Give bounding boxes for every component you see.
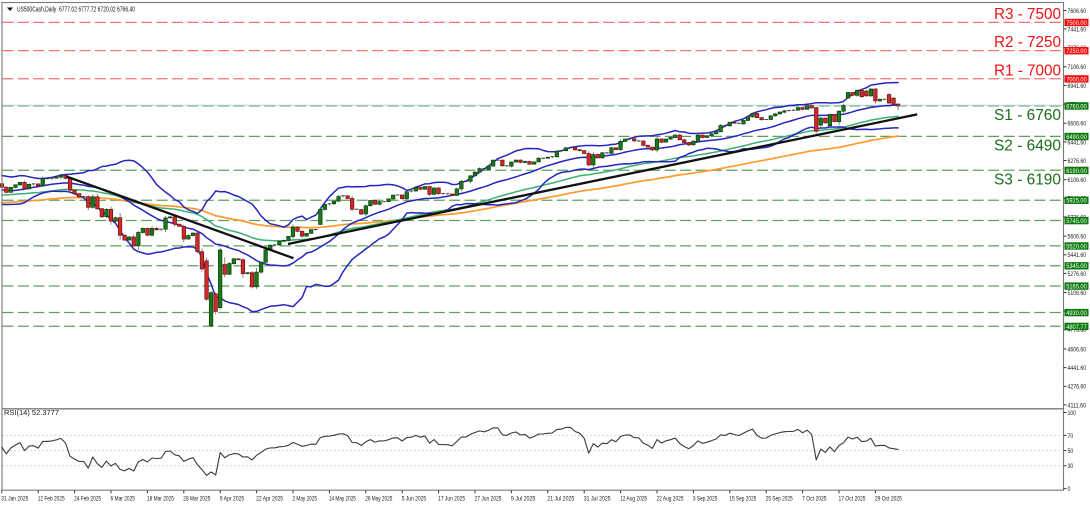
svg-text:0: 0 <box>1068 486 1071 493</box>
svg-text:7250.00: 7250.00 <box>1066 48 1087 55</box>
svg-text:7 Oct 2025: 7 Oct 2025 <box>802 496 827 503</box>
svg-text:4930.00: 4930.00 <box>1066 310 1087 317</box>
svg-text:6490.00: 6490.00 <box>1066 134 1087 141</box>
svg-text:22 Aug 2025: 22 Aug 2025 <box>657 496 684 503</box>
svg-text:RSI(14) 52.3777: RSI(14) 52.3777 <box>4 410 59 417</box>
svg-text:4807.77: 4807.77 <box>1066 324 1087 331</box>
svg-text:18 Mar 2025: 18 Mar 2025 <box>147 496 174 503</box>
svg-text:5345.00: 5345.00 <box>1066 263 1087 270</box>
svg-text:6 Mar 2025: 6 Mar 2025 <box>111 496 136 503</box>
svg-text:6106.60: 6106.60 <box>1068 177 1087 184</box>
svg-text:R1 - 7000: R1 - 7000 <box>994 62 1061 79</box>
svg-text:25 Sep 2025: 25 Sep 2025 <box>766 496 793 503</box>
svg-text:S1 - 6760: S1 - 6760 <box>994 107 1061 124</box>
svg-text:100: 100 <box>1068 410 1077 417</box>
svg-text:15 Sep 2025: 15 Sep 2025 <box>729 496 756 503</box>
svg-text:14 May 2025: 14 May 2025 <box>329 496 356 503</box>
svg-text:30: 30 <box>1068 463 1074 470</box>
svg-text:6190.00: 6190.00 <box>1066 168 1087 175</box>
svg-text:7000.00: 7000.00 <box>1066 76 1087 83</box>
svg-text:17 Oct 2025: 17 Oct 2025 <box>839 496 866 503</box>
svg-text:7500.00: 7500.00 <box>1066 20 1087 27</box>
svg-text:5106.60: 5106.60 <box>1068 290 1087 297</box>
svg-text:5925.00: 5925.00 <box>1066 198 1087 205</box>
svg-text:4111.60: 4111.60 <box>1068 402 1087 409</box>
svg-text:6606.60: 6606.60 <box>1068 121 1087 128</box>
svg-text:6760.00: 6760.00 <box>1066 103 1087 110</box>
svg-text:9 Jul 2025: 9 Jul 2025 <box>511 496 536 503</box>
svg-text:US500Cash,Daily 6777.02 6777.: US500Cash,Daily 6777.02 6777.72 6720.02 … <box>17 5 135 14</box>
svg-text:2 May 2025: 2 May 2025 <box>293 496 318 503</box>
svg-text:R2 - 7250: R2 - 7250 <box>994 34 1061 51</box>
svg-text:12 Feb 2025: 12 Feb 2025 <box>38 496 65 503</box>
svg-text:5276.60: 5276.60 <box>1068 271 1087 278</box>
svg-text:70: 70 <box>1068 433 1074 440</box>
svg-text:26 May 2025: 26 May 2025 <box>365 496 392 503</box>
svg-text:7441.60: 7441.60 <box>1068 26 1087 33</box>
svg-text:R3 - 7500: R3 - 7500 <box>994 6 1061 23</box>
svg-text:9 Apr 2025: 9 Apr 2025 <box>220 496 245 503</box>
svg-text:S3 - 6190: S3 - 6190 <box>994 172 1061 189</box>
svg-text:31 Jan 2025: 31 Jan 2025 <box>1 496 28 503</box>
svg-text:6941.60: 6941.60 <box>1068 83 1087 90</box>
svg-text:4606.60: 4606.60 <box>1068 346 1087 353</box>
svg-text:24 Feb 2025: 24 Feb 2025 <box>74 496 101 503</box>
svg-text:28 Mar 2025: 28 Mar 2025 <box>183 496 210 503</box>
svg-text:4441.60: 4441.60 <box>1068 365 1087 372</box>
svg-text:5 Jun 2025: 5 Jun 2025 <box>402 496 427 503</box>
svg-text:7106.60: 7106.60 <box>1068 64 1087 71</box>
svg-text:7606.60: 7606.60 <box>1068 8 1087 15</box>
svg-text:6276.60: 6276.60 <box>1068 158 1087 165</box>
svg-text:5165.00: 5165.00 <box>1066 284 1087 291</box>
svg-text:21 Jul 2025: 21 Jul 2025 <box>547 496 574 503</box>
svg-text:31 Jul 2025: 31 Jul 2025 <box>584 496 611 503</box>
svg-text:29 Oct 2025: 29 Oct 2025 <box>875 496 902 503</box>
svg-text:5520.00: 5520.00 <box>1066 243 1087 250</box>
svg-text:5606.60: 5606.60 <box>1068 234 1087 241</box>
svg-text:5745.00: 5745.00 <box>1066 218 1087 225</box>
svg-text:3 Sep 2025: 3 Sep 2025 <box>693 496 718 503</box>
svg-text:17 Jun 2025: 17 Jun 2025 <box>438 496 465 503</box>
svg-text:27 Jun 2025: 27 Jun 2025 <box>475 496 502 503</box>
svg-text:S2 - 6490: S2 - 6490 <box>994 138 1061 155</box>
svg-text:50: 50 <box>1068 448 1074 455</box>
svg-text:5441.60: 5441.60 <box>1068 252 1087 259</box>
svg-text:4276.60: 4276.60 <box>1068 384 1087 391</box>
svg-text:12 Aug 2025: 12 Aug 2025 <box>620 496 647 503</box>
svg-text:22 Apr 2025: 22 Apr 2025 <box>256 496 283 503</box>
svg-text:4776.60: 4776.60 <box>1068 327 1087 334</box>
svg-text:6441.60: 6441.60 <box>1068 139 1087 146</box>
